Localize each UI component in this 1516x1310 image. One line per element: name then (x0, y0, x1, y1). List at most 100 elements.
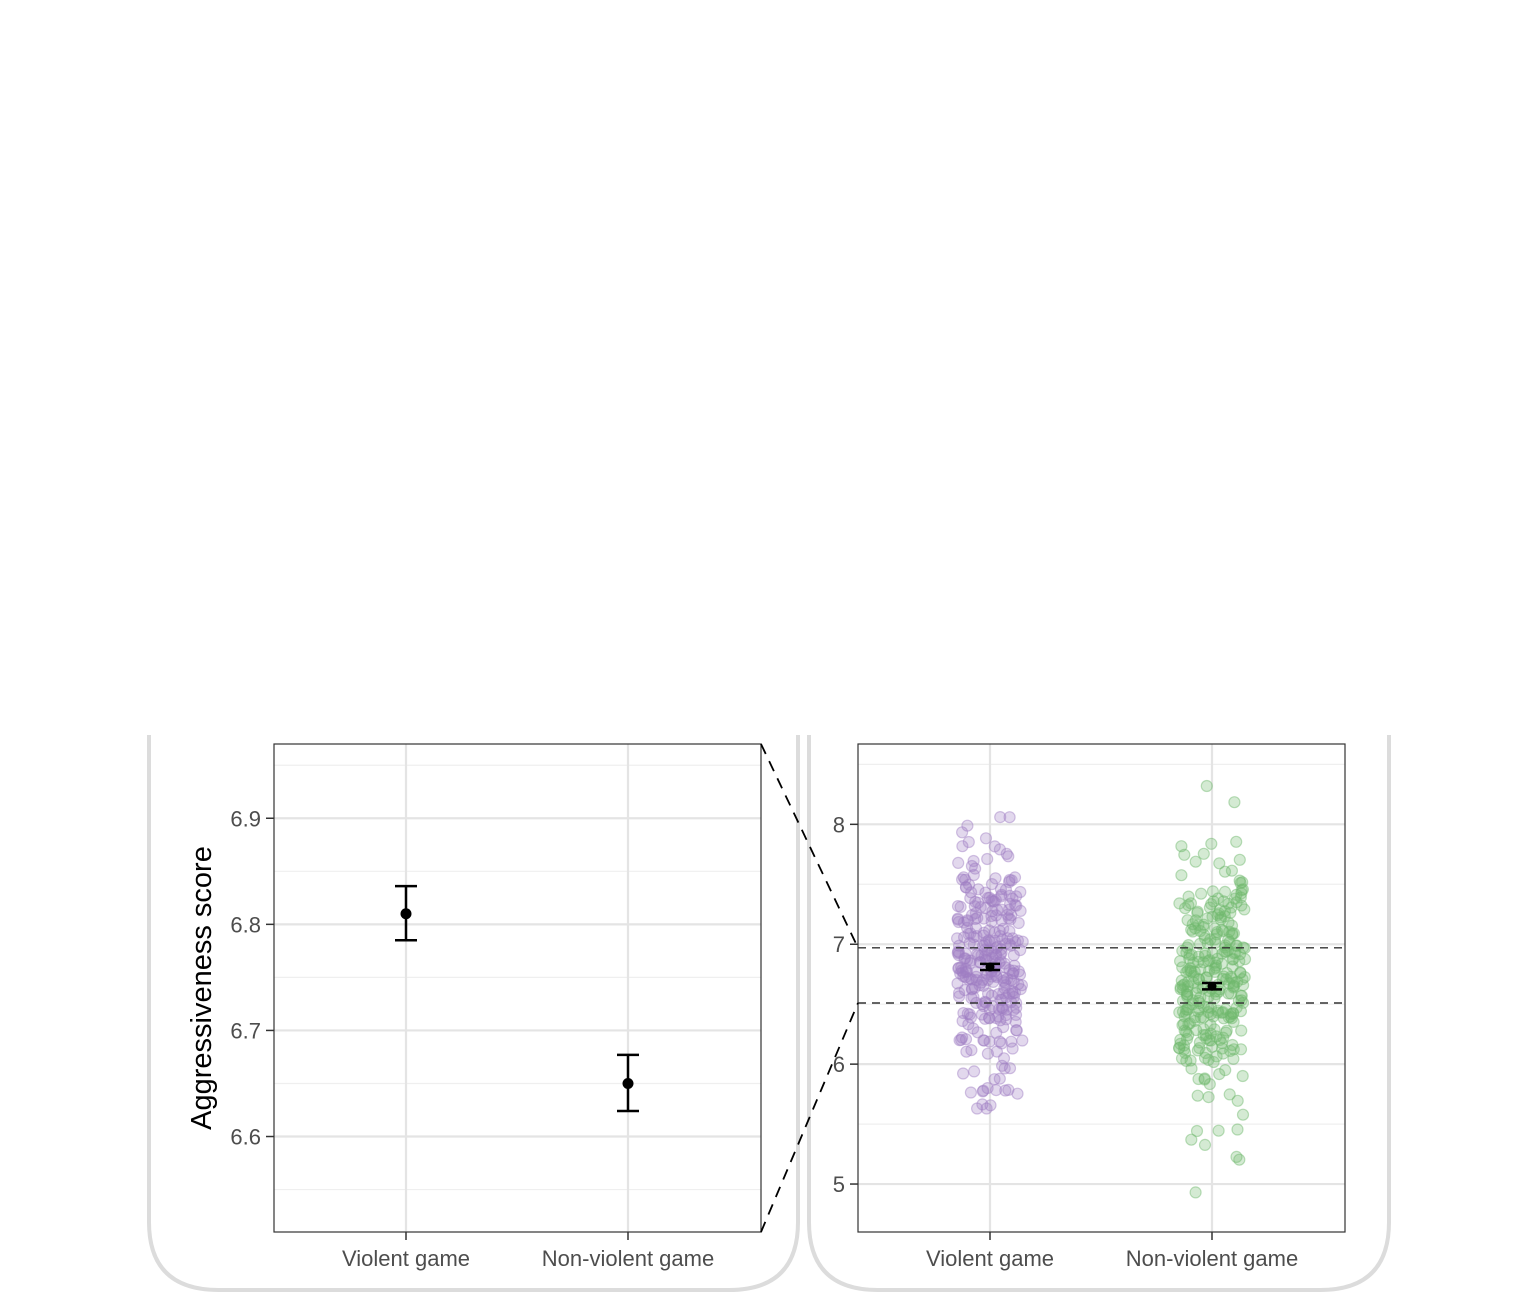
mean-point (985, 962, 995, 972)
data-point (1176, 1018, 1189, 1032)
data-point (1014, 885, 1027, 899)
data-point (1233, 874, 1246, 887)
data-point (1218, 885, 1232, 899)
data-point (1000, 847, 1013, 861)
x-tick-label: Non-violent game (1126, 1246, 1298, 1271)
data-point (958, 983, 971, 997)
data-point (976, 1085, 989, 1098)
data-point (964, 1086, 978, 1099)
data-point (977, 929, 990, 942)
data-point (985, 877, 999, 891)
data-point (955, 1031, 969, 1044)
data-point (1203, 1077, 1216, 1091)
y-tick-label: 6 (833, 1052, 845, 1077)
data-point (995, 946, 1008, 959)
data-point (997, 974, 1010, 988)
data-point (1176, 979, 1189, 992)
data-point (1238, 953, 1252, 966)
data-point (1175, 869, 1188, 882)
data-point (963, 972, 977, 985)
data-point (982, 949, 995, 962)
data-point (973, 979, 986, 992)
data-point (1227, 1015, 1240, 1029)
data-point (1235, 1024, 1248, 1037)
data-point (1008, 959, 1021, 972)
data-point (1006, 892, 1019, 905)
data-point (1204, 1034, 1218, 1047)
data-point (979, 832, 993, 845)
data-point (1211, 908, 1224, 922)
data-point (1216, 1031, 1230, 1044)
data-point (959, 947, 972, 960)
data-point (962, 878, 976, 891)
data-point (1009, 1008, 1023, 1022)
data-point (1182, 975, 1195, 988)
data-point (951, 913, 964, 926)
data-point (1014, 982, 1027, 996)
data-point (952, 986, 966, 1000)
data-point (1180, 1025, 1193, 1039)
data-point (988, 934, 1001, 948)
data-point (1191, 981, 1204, 995)
data-point (1218, 905, 1232, 918)
data-point (989, 1083, 1003, 1097)
data-point (995, 1037, 1008, 1050)
data-point (992, 1003, 1006, 1016)
data-point (957, 916, 971, 929)
data-point (1215, 1036, 1228, 1050)
data-point (987, 895, 1001, 908)
data-point (1236, 883, 1250, 896)
data-point (992, 1010, 1005, 1023)
data-point (969, 906, 983, 920)
data-point (968, 981, 982, 994)
data-point (1214, 913, 1227, 926)
data-point (1191, 906, 1204, 920)
data-point (1213, 903, 1227, 917)
data-point (1193, 1041, 1206, 1055)
data-point (956, 840, 969, 853)
data-point (994, 1014, 1007, 1027)
data-point (996, 933, 1009, 946)
data-point (951, 945, 965, 958)
data-point (1226, 927, 1239, 940)
data-point (1180, 990, 1194, 1003)
data-point (976, 1098, 989, 1111)
data-point (986, 895, 999, 908)
data-point (1180, 1003, 1193, 1016)
data-point (951, 912, 965, 925)
data-point (952, 962, 965, 975)
data-point (1012, 965, 1025, 978)
data-point (1003, 873, 1016, 887)
data-point (1197, 847, 1210, 860)
data-point (957, 871, 970, 884)
data-point (1223, 977, 1236, 990)
data-point (989, 893, 1002, 907)
x-tick-label: Non-violent game (542, 1246, 714, 1271)
data-point (1236, 1069, 1249, 1083)
data-point (952, 946, 966, 959)
data-point (1173, 1041, 1186, 1055)
data-point (986, 905, 999, 918)
data-point (993, 843, 1007, 856)
data-point (1233, 955, 1246, 968)
data-point (1204, 933, 1217, 946)
data-point (958, 952, 972, 965)
left-grid-minor (274, 764, 761, 1191)
data-point (1231, 975, 1244, 988)
data-point (1198, 1073, 1211, 1086)
data-point (1217, 1012, 1230, 1025)
data-point (960, 921, 974, 935)
data-point (1006, 967, 1019, 980)
data-point (1180, 1054, 1193, 1068)
data-point (970, 929, 983, 943)
data-point (1226, 1007, 1240, 1020)
data-point (959, 965, 973, 979)
data-point (998, 982, 1011, 995)
y-tick-label: 6.8 (230, 912, 261, 937)
left-marks (395, 884, 639, 1113)
data-point (983, 891, 996, 904)
data-point (978, 995, 992, 1008)
data-point (953, 1034, 966, 1047)
data-point (959, 881, 973, 894)
data-point (1194, 924, 1207, 938)
